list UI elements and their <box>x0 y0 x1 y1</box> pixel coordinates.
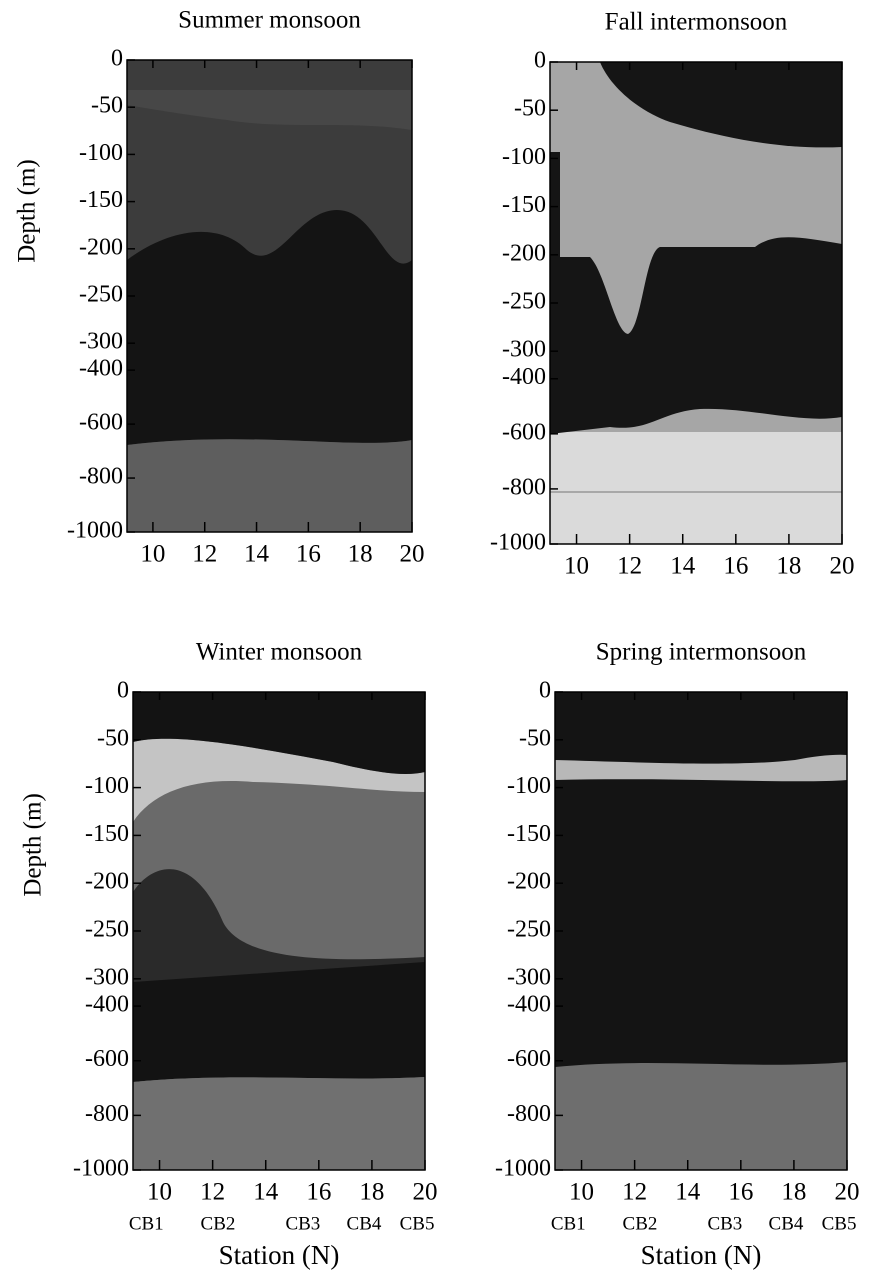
x-axis-label: Station (N) <box>219 1240 340 1270</box>
x-tick-label: 16 <box>728 1179 753 1206</box>
x-tick-label: 16 <box>306 1179 331 1206</box>
x-tick-label: 20 <box>413 1179 438 1206</box>
y-tick-label: -600 <box>85 1046 129 1072</box>
y-tick-label: -250 <box>507 917 551 943</box>
y-tick-label: 0 <box>117 678 129 704</box>
station-label: CB2 <box>201 1213 236 1234</box>
station-label: CB4 <box>769 1213 804 1234</box>
x-tick-label: 18 <box>776 553 801 580</box>
station-label: CB4 <box>347 1213 382 1234</box>
y-tick-label: -200 <box>502 240 546 266</box>
x-tick-label: 12 <box>617 553 642 580</box>
y-tick-label: -300 <box>79 329 123 355</box>
y-tick-label: -100 <box>502 144 546 170</box>
y-tick-label: -300 <box>502 337 546 363</box>
y-tick-label: -1000 <box>73 1156 129 1182</box>
y-tick-label: -100 <box>85 773 129 799</box>
station-label: CB3 <box>285 1213 320 1234</box>
y-tick-label: -200 <box>507 869 551 895</box>
x-tick-label: 10 <box>147 1179 172 1206</box>
y-tick-label: 0 <box>111 46 123 72</box>
contour-shading <box>127 60 412 532</box>
station-label: CB2 <box>623 1213 658 1234</box>
station-label: CB5 <box>822 1213 857 1234</box>
panel-title: Fall intermonsoon <box>605 9 788 36</box>
y-tick-label: -200 <box>85 869 129 895</box>
x-tick-label: 10 <box>140 541 165 568</box>
y-tick-label: -100 <box>79 140 123 166</box>
y-tick-label: -400 <box>79 356 123 382</box>
x-tick-label: 16 <box>723 553 748 580</box>
station-label: CB5 <box>400 1213 435 1234</box>
x-tick-label: 16 <box>296 541 321 568</box>
y-tick-label: -250 <box>79 282 123 308</box>
y-tick-label: -200 <box>79 234 123 260</box>
y-tick-label: -100 <box>507 773 551 799</box>
y-tick-label: -800 <box>507 1101 551 1127</box>
y-tick-label: -50 <box>91 93 123 119</box>
x-tick-label: 14 <box>253 1179 279 1206</box>
contour-shading <box>550 62 842 544</box>
y-tick-label: -250 <box>502 289 546 315</box>
y-tick-label: -400 <box>502 364 546 390</box>
y-tick-label: -600 <box>507 1046 551 1072</box>
x-tick-label: 10 <box>564 553 589 580</box>
x-tick-label: 18 <box>359 1179 384 1206</box>
y-tick-label: 0 <box>534 48 546 74</box>
contour-shading <box>555 692 847 1170</box>
y-tick-label: -150 <box>507 821 551 847</box>
x-tick-label: 20 <box>835 1179 860 1206</box>
x-tick-label: 18 <box>781 1179 806 1206</box>
y-axis-label: Depth (m) <box>14 159 41 262</box>
x-tick-label: 18 <box>348 541 373 568</box>
x-tick-label: 14 <box>670 553 696 580</box>
panel-title: Winter monsoon <box>196 639 363 666</box>
x-tick-label: 20 <box>830 553 855 580</box>
y-tick-label: -800 <box>79 464 123 490</box>
y-axis-label: Depth (m) <box>20 793 47 896</box>
y-tick-label: -1000 <box>67 518 123 544</box>
x-tick-label: 14 <box>675 1179 701 1206</box>
y-tick-label: -150 <box>85 821 129 847</box>
y-tick-label: -800 <box>85 1101 129 1127</box>
x-tick-label: 20 <box>400 541 425 568</box>
panel-title: Spring intermonsoon <box>596 639 807 666</box>
y-tick-label: -400 <box>507 992 551 1018</box>
contour-shading <box>133 692 425 1170</box>
y-tick-label: -150 <box>502 192 546 218</box>
x-tick-label: 12 <box>192 541 217 568</box>
y-tick-label: 0 <box>539 678 551 704</box>
y-tick-label: -1000 <box>495 1156 551 1182</box>
y-tick-label: -50 <box>97 725 129 751</box>
station-label: CB3 <box>707 1213 742 1234</box>
y-tick-label: -1000 <box>490 530 546 556</box>
y-tick-label: -800 <box>502 474 546 500</box>
y-tick-label: -600 <box>502 419 546 445</box>
y-tick-label: -600 <box>79 410 123 436</box>
y-tick-label: -300 <box>85 964 129 990</box>
station-label: CB1 <box>129 1213 164 1234</box>
y-tick-label: -250 <box>85 917 129 943</box>
y-tick-label: -400 <box>85 992 129 1018</box>
y-tick-label: -50 <box>514 96 546 122</box>
y-tick-label: -150 <box>79 187 123 213</box>
station-label: CB1 <box>551 1213 586 1234</box>
x-tick-label: 14 <box>244 541 270 568</box>
x-axis-label: Station (N) <box>641 1240 762 1270</box>
x-tick-label: 10 <box>569 1179 594 1206</box>
panel-title: Summer monsoon <box>178 7 361 34</box>
y-tick-label: -50 <box>519 725 551 751</box>
x-tick-label: 12 <box>622 1179 647 1206</box>
y-tick-label: -300 <box>507 964 551 990</box>
x-tick-label: 12 <box>200 1179 225 1206</box>
